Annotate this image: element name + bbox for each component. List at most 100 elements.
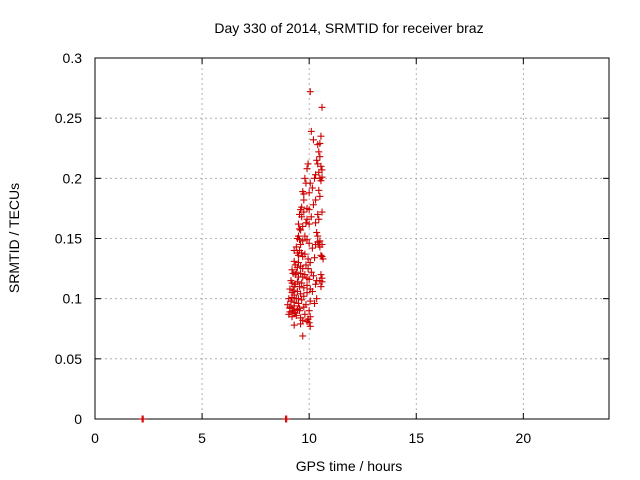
- data-point: [297, 269, 305, 277]
- data-point: [298, 213, 306, 221]
- y-tick-label: 0.15: [55, 231, 82, 247]
- data-point: [317, 251, 325, 259]
- data-point: [315, 186, 323, 194]
- data-point: [314, 210, 322, 218]
- data-point: [309, 136, 317, 144]
- y-tick-label: 0: [74, 411, 82, 427]
- data-point: [288, 313, 296, 321]
- y-tick-label: 0.25: [55, 110, 82, 126]
- data-point: [293, 278, 301, 286]
- data-point: [299, 316, 307, 324]
- data-points: [138, 88, 327, 423]
- data-point: [316, 153, 324, 161]
- data-point: [288, 266, 296, 274]
- data-point: [318, 278, 326, 286]
- data-point: [297, 226, 305, 234]
- data-point: [296, 283, 304, 291]
- data-point: [314, 141, 322, 149]
- data-point: [304, 160, 312, 168]
- y-tick-label: 0.3: [63, 50, 83, 66]
- y-tick-label: 0.2: [63, 170, 83, 186]
- data-point: [299, 332, 307, 340]
- data-point: [292, 268, 300, 276]
- data-point: [289, 286, 297, 294]
- data-point: [305, 206, 313, 214]
- data-point: [302, 261, 310, 269]
- x-tick-label: 10: [301, 430, 317, 446]
- data-point: [318, 241, 326, 249]
- data-point: [292, 243, 300, 251]
- data-point: [313, 228, 321, 236]
- data-point: [314, 160, 322, 168]
- data-point: [287, 297, 295, 305]
- y-axis-label: SRMTID / TECUs: [6, 183, 22, 293]
- grid-lines: [95, 58, 609, 419]
- data-point: [312, 196, 320, 204]
- chart-title: Day 330 of 2014, SRMTID for receiver bra…: [214, 20, 483, 36]
- data-point: [317, 283, 325, 291]
- data-point: [139, 415, 147, 423]
- data-point: [300, 208, 308, 216]
- data-point: [306, 297, 314, 305]
- data-point: [290, 321, 298, 329]
- data-point: [293, 263, 301, 271]
- data-point: [301, 174, 309, 182]
- data-point: [297, 241, 305, 249]
- data-point: [290, 257, 298, 265]
- data-point: [288, 293, 296, 301]
- x-tick-label: 20: [516, 430, 532, 446]
- data-point: [317, 271, 325, 279]
- x-axis-label: GPS time / hours: [296, 458, 403, 474]
- data-point: [301, 310, 309, 318]
- data-point: [317, 132, 325, 140]
- data-point: [317, 177, 325, 185]
- data-point: [299, 237, 307, 245]
- data-point: [318, 173, 326, 181]
- data-point: [306, 322, 314, 330]
- data-point: [312, 219, 320, 227]
- data-point: [294, 295, 302, 303]
- data-point: [302, 219, 310, 227]
- data-point: [303, 318, 311, 326]
- data-point: [313, 156, 321, 164]
- data-point: [291, 309, 299, 317]
- data-point: [303, 289, 311, 297]
- axis-ticks: [94, 57, 609, 420]
- data-point: [311, 299, 319, 307]
- data-point: [311, 254, 319, 262]
- data-point: [300, 190, 308, 198]
- data-point: [305, 189, 313, 197]
- x-tick-label: 15: [408, 430, 424, 446]
- data-point: [312, 171, 320, 179]
- data-point: [300, 292, 308, 300]
- data-point: [296, 304, 304, 312]
- y-tick-label: 0.05: [55, 351, 82, 367]
- data-point: [305, 307, 313, 315]
- data-point: [303, 165, 311, 173]
- data-point: [308, 287, 316, 295]
- data-point: [314, 238, 322, 246]
- data-point: [318, 103, 326, 111]
- data-point: [301, 271, 309, 279]
- data-point: [305, 275, 313, 283]
- data-point: [299, 222, 307, 230]
- data-point: [300, 303, 308, 311]
- data-point: [303, 281, 311, 289]
- data-point: [294, 232, 302, 240]
- data-point: [307, 127, 315, 135]
- data-point: [306, 259, 314, 267]
- data-point: [315, 215, 323, 223]
- data-point: [304, 255, 312, 263]
- data-point: [302, 179, 310, 187]
- data-point: [313, 295, 321, 303]
- data-point: [298, 279, 306, 287]
- data-point: [314, 232, 322, 240]
- data-point: [290, 302, 298, 310]
- data-point: [315, 148, 323, 156]
- data-point: [316, 192, 324, 200]
- data-point: [306, 88, 314, 96]
- data-point: [309, 201, 317, 209]
- data-point: [308, 244, 316, 252]
- data-point: [318, 208, 326, 216]
